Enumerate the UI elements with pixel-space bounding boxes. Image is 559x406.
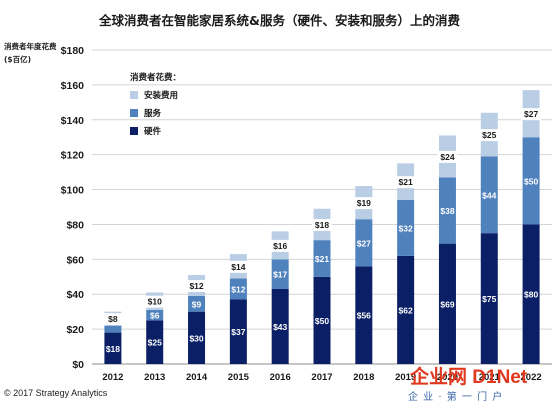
x-tick-label: 2012 bbox=[102, 372, 123, 383]
legend-swatch bbox=[130, 91, 138, 99]
copyright-text: © 2017 Strategy Analytics bbox=[4, 388, 107, 398]
bar-series: $18 $8 $25 $6 $10 $30 $9 $12 $37 $12 $14 $43 $17 $16 $… bbox=[103, 90, 541, 364]
data-label: $18 bbox=[106, 344, 120, 354]
x-tick-label: 2015 bbox=[228, 372, 250, 383]
bar-服务 bbox=[104, 326, 121, 333]
data-label: $62 bbox=[399, 305, 413, 315]
legend-swatch bbox=[130, 127, 138, 135]
data-label: $9 bbox=[192, 299, 202, 309]
y-tick-label: $140 bbox=[61, 115, 85, 127]
data-label: $8 bbox=[108, 314, 118, 324]
data-label: $27 bbox=[357, 238, 371, 248]
data-label: $32 bbox=[399, 223, 413, 233]
data-label: $25 bbox=[148, 338, 162, 348]
x-tick-label: 2014 bbox=[186, 372, 208, 383]
legend-label: 硬件 bbox=[144, 126, 162, 136]
data-label: $10 bbox=[148, 297, 162, 307]
data-label: $16 bbox=[273, 241, 287, 251]
watermark-logo: 企业网 D1Net 企 业 · 第 一 门 户 bbox=[408, 362, 558, 406]
x-tick-label: 2018 bbox=[353, 372, 374, 383]
legend-label: 安装费用 bbox=[144, 90, 178, 100]
y-tick-label: $20 bbox=[66, 324, 84, 336]
data-label: $18 bbox=[315, 220, 329, 230]
legend-title: 消费者花费： bbox=[130, 72, 181, 82]
data-label: $38 bbox=[440, 206, 454, 216]
y-tick-label: $120 bbox=[61, 150, 85, 162]
y-tick-label: $0 bbox=[72, 359, 84, 371]
data-label: $50 bbox=[315, 316, 329, 326]
data-label: $6 bbox=[150, 311, 160, 321]
data-label: $25 bbox=[482, 130, 496, 140]
data-label: $69 bbox=[440, 299, 454, 309]
data-label: $30 bbox=[189, 333, 203, 343]
data-label: $43 bbox=[273, 322, 287, 332]
data-label: $24 bbox=[440, 152, 454, 162]
data-label: $80 bbox=[524, 290, 538, 300]
y-tick-label: $100 bbox=[61, 185, 85, 197]
data-label: $17 bbox=[273, 270, 287, 280]
data-label: $21 bbox=[399, 177, 413, 187]
y-tick-label: $60 bbox=[66, 254, 84, 266]
data-label: $75 bbox=[482, 294, 496, 304]
y-tick-label: $160 bbox=[61, 80, 85, 92]
data-label: $27 bbox=[524, 109, 538, 119]
x-tick-label: 2016 bbox=[270, 372, 291, 383]
data-label: $50 bbox=[524, 176, 538, 186]
data-label: $14 bbox=[231, 262, 245, 272]
y-tick-label: $80 bbox=[66, 219, 84, 231]
data-label: $44 bbox=[482, 190, 496, 200]
data-label: $12 bbox=[231, 284, 245, 294]
data-label: $37 bbox=[231, 327, 245, 337]
data-label: $21 bbox=[315, 254, 329, 264]
legend-label: 服务 bbox=[144, 108, 162, 118]
x-tick-label: 2017 bbox=[311, 372, 332, 383]
data-label: $56 bbox=[357, 311, 371, 321]
legend-swatch bbox=[130, 109, 138, 117]
watermark-sub: 企 业 · 第 一 门 户 bbox=[408, 388, 503, 403]
data-label: $12 bbox=[189, 281, 203, 291]
y-tick-labels: $0 $20 $40 $60 $80 $100 $120 $140 $160 $180 bbox=[61, 45, 85, 371]
data-label: $19 bbox=[357, 198, 371, 208]
watermark-main: 企业网 D1Net bbox=[410, 362, 527, 389]
y-tick-label: $180 bbox=[61, 45, 85, 57]
y-tick-label: $40 bbox=[66, 289, 84, 301]
x-tick-label: 2013 bbox=[144, 372, 165, 383]
